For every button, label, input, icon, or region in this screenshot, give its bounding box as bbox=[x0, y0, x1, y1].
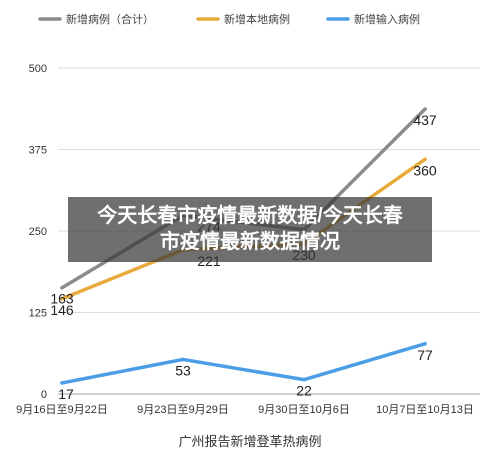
y-tick-label: 500 bbox=[29, 63, 47, 75]
x-tick-label: 9月23日至9月29日 bbox=[137, 404, 229, 416]
series-line-imported bbox=[60, 342, 427, 385]
data-label-imported: 22 bbox=[296, 383, 312, 399]
data-label-imported: 77 bbox=[417, 347, 433, 363]
data-label-local: 146 bbox=[50, 302, 74, 318]
y-tick-label: 0 bbox=[41, 389, 47, 401]
legend: 新增病例（合计） 新增本地病例 新增输入病例 bbox=[38, 12, 420, 26]
data-point-total bbox=[423, 107, 427, 111]
legend-item-local: 新增本地病例 bbox=[196, 12, 290, 26]
data-point-imported bbox=[181, 357, 185, 362]
data-label-local: 360 bbox=[413, 162, 437, 178]
x-axis: 9月16日至9月22日 9月23日至9月29日 9月30日至10月6日 10月7日至1… bbox=[16, 404, 474, 416]
data-label-total: 163 bbox=[50, 291, 74, 307]
data-label-total: 437 bbox=[413, 112, 437, 128]
legend-label-total: 新增病例（合计） bbox=[66, 12, 154, 26]
x-tick-label: 9月16日至9月22日 bbox=[16, 404, 108, 416]
legend-item-imported: 新增输入病例 bbox=[326, 12, 420, 26]
overlay-banner: 今天长春市疫情最新数据/今天长春 市疫情最新数据情况 bbox=[68, 197, 432, 262]
data-point-total bbox=[60, 285, 64, 290]
x-tick-label: 10月7日至10月13日 bbox=[376, 404, 474, 416]
y-axis: 0 125 250 375 500 bbox=[29, 63, 47, 401]
legend-label-local: 新增本地病例 bbox=[224, 12, 290, 26]
y-tick-label: 250 bbox=[29, 226, 47, 238]
overlay-line-2: 市疫情最新数据情况 bbox=[160, 231, 340, 253]
data-label-imported: 53 bbox=[175, 362, 191, 378]
chart-title: 广州报告新增登革热病例 bbox=[178, 434, 321, 449]
x-tick-label: 9月30日至10月6日 bbox=[258, 404, 350, 416]
y-tick-label: 375 bbox=[29, 145, 47, 157]
y-tick-label: 125 bbox=[29, 308, 47, 320]
legend-item-total: 新增病例（合计） bbox=[38, 12, 154, 26]
data-point-imported bbox=[60, 381, 64, 385]
overlay-line-1: 今天长春市疫情最新数据/今天长春 bbox=[97, 205, 403, 227]
legend-label-imported: 新增输入病例 bbox=[354, 12, 420, 26]
data-point-local bbox=[423, 157, 427, 162]
data-label-imported: 17 bbox=[58, 386, 74, 402]
data-point-imported bbox=[423, 342, 427, 346]
data-point-imported bbox=[302, 377, 306, 382]
data-point-local bbox=[60, 297, 64, 301]
